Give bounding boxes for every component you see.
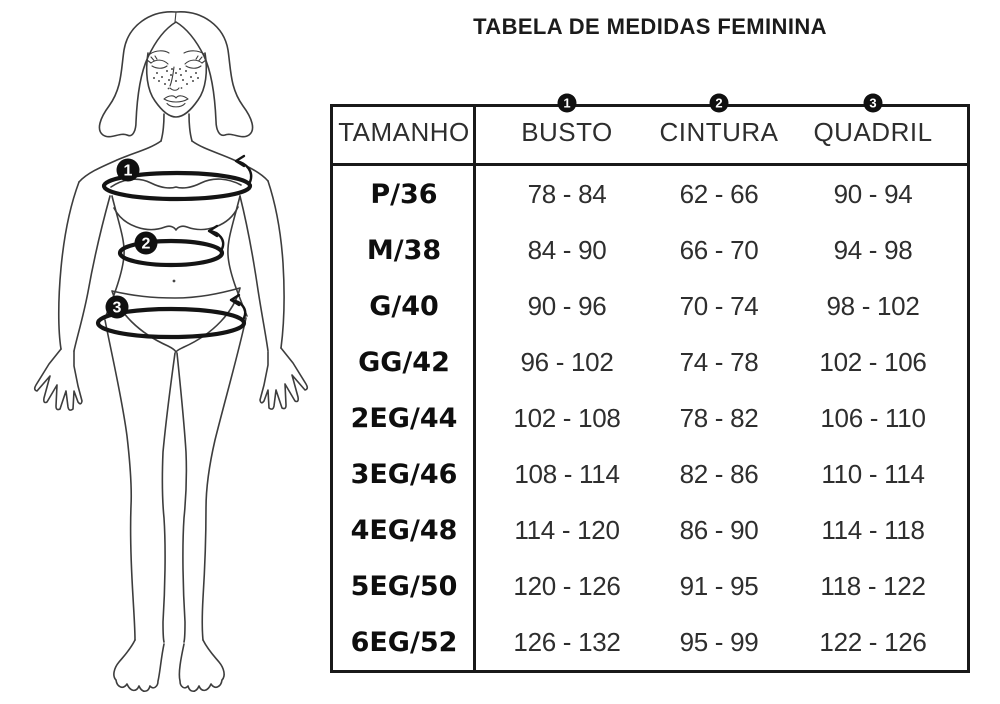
figure-arms xyxy=(57,180,285,352)
body-measurement-diagram: 1 2 3 xyxy=(33,11,309,693)
header-divider xyxy=(333,163,967,166)
waist-band-arrow-icon xyxy=(207,224,225,251)
cintura-value: 62 - 66 xyxy=(679,178,759,209)
figure-legs xyxy=(104,317,247,643)
busto-value: 102 - 108 xyxy=(513,402,621,433)
cintura-value: 95 - 99 xyxy=(679,626,759,657)
figure-hair xyxy=(98,11,254,138)
figure-hands xyxy=(33,347,309,411)
figure-eyes xyxy=(146,55,207,69)
size-label: 6EG/52 xyxy=(350,626,458,658)
figure-feet xyxy=(113,639,225,693)
size-label: M/38 xyxy=(366,234,442,266)
figure-badge-hip: 3 xyxy=(105,295,129,319)
figure-badge-bust-number: 1 xyxy=(124,163,133,180)
figure-face xyxy=(145,50,208,118)
bust-measurement-band xyxy=(101,154,253,202)
busto-value: 84 - 90 xyxy=(527,234,607,265)
cintura-value: 78 - 82 xyxy=(679,402,759,433)
size-label: P/36 xyxy=(370,178,438,210)
cintura-value: 74 - 78 xyxy=(679,346,759,377)
size-label: 3EG/46 xyxy=(350,458,458,490)
size-table: TAMANHO BUSTO CINTURA QUADRIL P/36 78 - … xyxy=(330,104,970,673)
col-header-tamanho: TAMANHO xyxy=(338,117,470,147)
figure-bandeau-top xyxy=(110,178,242,231)
figure-neck-shoulders xyxy=(78,113,269,183)
column-divider xyxy=(473,107,476,670)
size-label: GG/42 xyxy=(358,346,450,378)
quadril-value: 98 - 102 xyxy=(826,290,920,321)
hip-measurement-band xyxy=(95,293,247,340)
quadril-value: 102 - 106 xyxy=(819,346,927,377)
page-title: TABELA DE MEDIDAS FEMININA xyxy=(473,14,827,39)
busto-value: 78 - 84 xyxy=(527,178,607,209)
busto-value: 114 - 120 xyxy=(514,514,620,545)
figure-badge-bust: 1 xyxy=(116,158,140,182)
size-label: 2EG/44 xyxy=(350,402,458,434)
col-header-quadril: QUADRIL xyxy=(813,117,933,147)
cintura-value: 66 - 70 xyxy=(679,234,759,265)
size-label: G/40 xyxy=(369,290,439,322)
figure-badge-hip-number: 3 xyxy=(113,300,122,317)
table-badge-quadril: 3 xyxy=(863,93,883,113)
figure-badge-waist: 2 xyxy=(134,231,158,255)
busto-value: 126 - 132 xyxy=(513,626,621,657)
figure-freckles xyxy=(153,68,199,85)
figure-eyebrows xyxy=(149,50,205,55)
col-header-busto: BUSTO xyxy=(521,117,613,147)
cintura-value: 82 - 86 xyxy=(679,458,759,489)
figure-panties xyxy=(111,287,241,353)
busto-value: 120 - 126 xyxy=(513,570,621,601)
cintura-value: 86 - 90 xyxy=(679,514,759,545)
navel-dot xyxy=(172,279,176,283)
hip-band-arrow-icon xyxy=(229,293,247,320)
cintura-value: 70 - 74 xyxy=(679,290,759,321)
quadril-value: 118 - 122 xyxy=(820,570,926,601)
quadril-value: 94 - 98 xyxy=(833,234,913,265)
figure-badge-waist-number: 2 xyxy=(142,236,151,253)
quadril-value: 90 - 94 xyxy=(833,178,913,209)
size-label: 5EG/50 xyxy=(350,570,458,602)
busto-value: 96 - 102 xyxy=(520,346,614,377)
cintura-value: 91 - 95 xyxy=(679,570,759,601)
busto-value: 90 - 96 xyxy=(527,290,607,321)
quadril-value: 110 - 114 xyxy=(821,458,925,489)
bust-band-arrow-icon xyxy=(234,154,253,184)
quadril-value: 106 - 110 xyxy=(820,402,926,433)
figure-lips xyxy=(163,95,189,108)
quadril-value: 122 - 126 xyxy=(819,626,927,657)
table-badge-busto: 1 xyxy=(557,93,577,113)
quadril-value: 114 - 118 xyxy=(821,514,925,545)
busto-value: 108 - 114 xyxy=(514,458,620,489)
table-badge-cintura: 2 xyxy=(709,93,729,113)
size-label: 4EG/48 xyxy=(350,514,458,546)
col-header-cintura: CINTURA xyxy=(659,117,779,147)
figure-nose xyxy=(167,66,183,91)
